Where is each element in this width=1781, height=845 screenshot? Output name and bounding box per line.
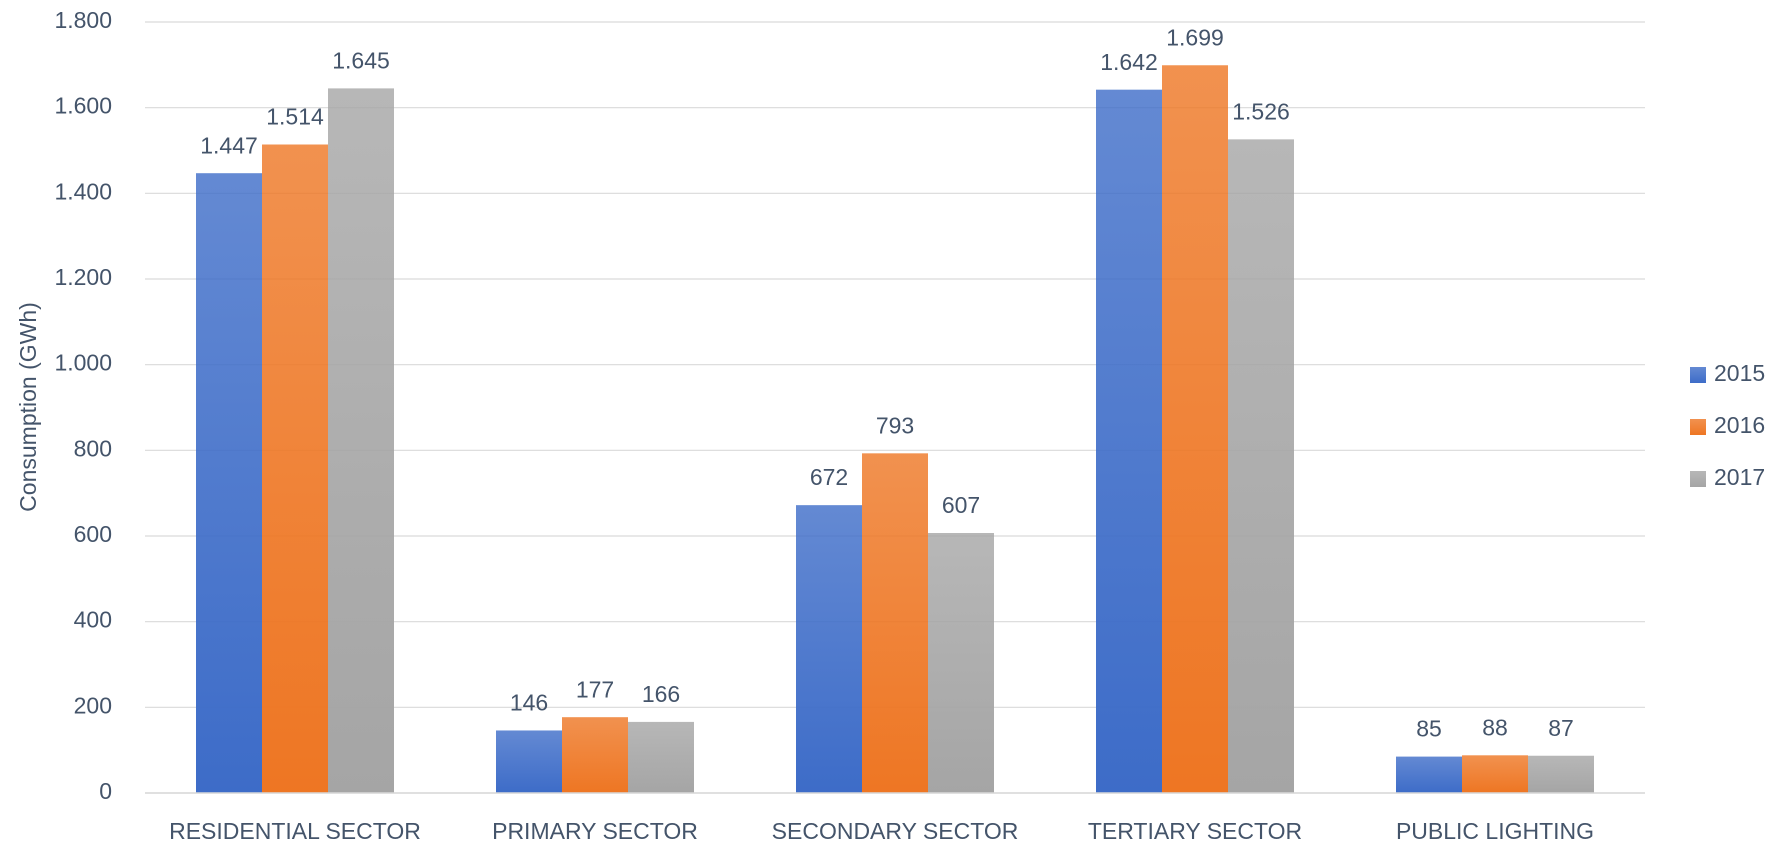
bar [1096,89,1162,794]
bar [1462,755,1528,793]
x-tick-label: RESIDENTIAL SECTOR [169,818,421,844]
bar [1396,756,1462,793]
y-tick-label: 0 [99,778,112,804]
bar [1228,139,1294,793]
bar [196,173,262,793]
data-label: 88 [1482,714,1508,740]
data-label: 672 [810,464,848,490]
y-tick-label: 1.600 [54,93,112,119]
bar [628,721,694,793]
bar [928,533,994,793]
legend-swatch [1690,471,1706,487]
data-label: 1.447 [200,132,258,158]
y-tick-label: 800 [74,435,112,461]
y-tick-label: 1.000 [54,350,112,376]
legend-label: 2015 [1714,360,1765,386]
y-tick-label: 1.400 [54,178,112,204]
y-axis-label: Consumption (GWh) [15,302,41,512]
data-label: 1.645 [332,47,390,73]
legend-swatch [1690,367,1706,383]
bar [1528,755,1594,793]
x-tick-label: SECONDARY SECTOR [772,818,1019,844]
legend-label: 2017 [1714,464,1765,490]
data-label: 607 [942,492,980,518]
bar [496,730,562,793]
y-tick-label: 400 [74,607,112,633]
legend-swatch [1690,419,1706,435]
data-label: 1.526 [1232,98,1290,124]
x-tick-label: TERTIARY SECTOR [1088,818,1302,844]
bar [1162,65,1228,794]
data-label: 1.642 [1100,49,1158,75]
data-label: 166 [642,681,680,707]
y-tick-label: 600 [74,521,112,547]
bar [262,144,328,794]
y-tick-label: 1.200 [54,264,112,290]
y-tick-label: 1.800 [54,7,112,33]
y-tick-label: 200 [74,692,112,718]
legend-label: 2016 [1714,412,1765,438]
bar [328,88,394,794]
data-label: 146 [510,690,548,716]
data-label: 85 [1416,716,1442,742]
x-tick-label: PRIMARY SECTOR [492,818,698,844]
data-label: 1.699 [1166,24,1224,50]
data-label: 793 [876,412,914,438]
bar [562,717,628,793]
x-tick-label: PUBLIC LIGHTING [1396,818,1594,844]
bar [796,505,862,793]
data-label: 177 [576,676,614,702]
data-label: 1.514 [266,104,324,130]
bar [862,453,928,793]
data-label: 87 [1548,715,1574,741]
